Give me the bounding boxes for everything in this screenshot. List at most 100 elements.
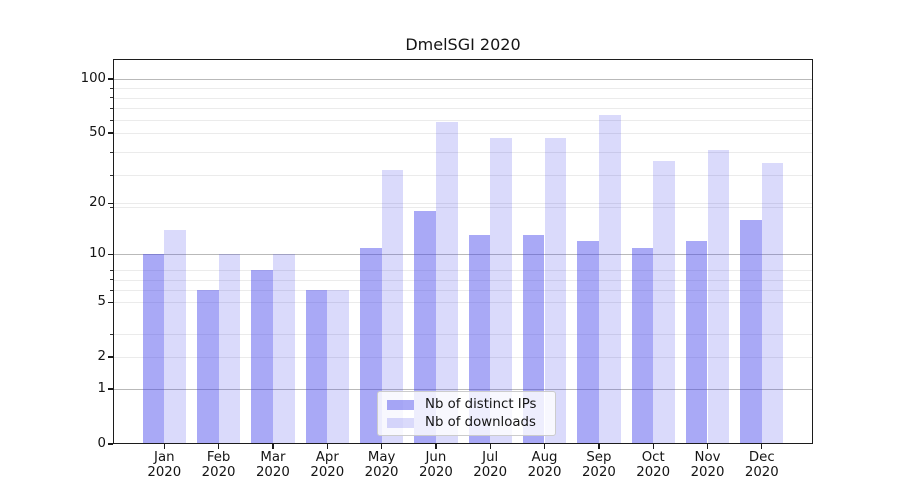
- bar-distinct-ips-apr: [305, 290, 328, 444]
- x-label-year-jan: 2020: [147, 464, 182, 480]
- x-tick-label-apr: Apr 2020: [300, 450, 354, 480]
- x-tick-nov: [706, 444, 709, 449]
- y-tick-2: [108, 356, 113, 358]
- x-tick-label-aug: Aug 2020: [518, 450, 572, 480]
- x-tick-label-feb: Feb 2020: [192, 450, 246, 480]
- x-tick-jun: [435, 444, 437, 449]
- x-tick-dec: [761, 444, 763, 449]
- gridline-y-minor-7: [114, 279, 812, 281]
- legend-swatch-distinct-ips-icon: [387, 399, 414, 410]
- gridline-y-1: [114, 389, 812, 391]
- x-label-month-jan: Jan: [154, 450, 175, 465]
- legend-item-distinct-ips: Nb of distinct IPs: [387, 397, 555, 412]
- chart-title: DmelSGI 2020: [405, 35, 521, 54]
- x-label-month-jun: Jun: [425, 450, 447, 465]
- x-label-year-may: 2020: [364, 464, 399, 480]
- x-label-year-aug: 2020: [527, 464, 562, 480]
- x-tick-label-jul: Jul 2020: [463, 450, 517, 480]
- bar-downloads-nov: [707, 150, 730, 444]
- bar-distinct-ips-mar: [251, 270, 273, 444]
- y-tick-1: [108, 388, 113, 390]
- x-tick-jul: [489, 444, 491, 449]
- y-tick-20: [108, 202, 113, 204]
- x-tick-label-oct: Oct 2020: [626, 450, 680, 480]
- y-tick-minor-3: [110, 333, 113, 335]
- gridline-y-10: [114, 254, 812, 256]
- gridline-y-minor-59: [114, 120, 812, 122]
- x-label-year-feb: 2020: [201, 464, 236, 480]
- y-tick-label-5: 5: [97, 294, 106, 310]
- y-tick-minor-79: [110, 97, 113, 98]
- y-tick-label-10: 10: [89, 246, 106, 262]
- y-tick-label-100: 100: [80, 71, 106, 87]
- x-label-year-sep: 2020: [581, 464, 616, 480]
- legend-label-distinct-ips: Nb of distinct IPs: [425, 397, 537, 412]
- x-label-year-jun: 2020: [418, 464, 453, 480]
- x-label-month-nov: Nov: [694, 450, 721, 465]
- legend-label-downloads: Nb of downloads: [425, 415, 536, 430]
- y-tick-0: [108, 443, 113, 445]
- x-label-year-mar: 2020: [255, 464, 290, 480]
- x-label-month-oct: Oct: [641, 450, 665, 465]
- legend-swatch-downloads-icon: [387, 417, 414, 428]
- x-tick-label-nov: Nov 2020: [681, 450, 735, 480]
- x-tick-oct: [652, 444, 654, 449]
- bar-downloads-sep: [598, 115, 621, 444]
- gridline-y-2: [114, 357, 812, 359]
- x-label-month-sep: Sep: [586, 450, 612, 465]
- y-tick-label-1: 1: [97, 381, 106, 397]
- x-tick-label-dec: Dec 2020: [735, 450, 789, 480]
- x-label-month-jul: Jul: [482, 450, 499, 465]
- x-label-year-oct: 2020: [636, 464, 671, 480]
- x-tick-label-mar: Mar 2020: [246, 450, 300, 480]
- gridline-y-minor-6: [114, 290, 812, 292]
- bar-distinct-ips-dec: [740, 220, 762, 444]
- bar-distinct-ips-jan: [142, 254, 165, 444]
- x-label-month-apr: Apr: [315, 450, 339, 465]
- x-tick-apr: [326, 444, 328, 449]
- gridline-y-minor-8: [114, 270, 812, 272]
- x-label-month-feb: Feb: [206, 450, 231, 465]
- bar-downloads-oct: [653, 160, 675, 444]
- x-label-year-apr: 2020: [310, 464, 345, 480]
- y-tick-minor-39: [110, 151, 113, 153]
- bar-downloads-jan: [164, 229, 186, 444]
- bar-distinct-ips-oct: [631, 247, 654, 444]
- gridline-y-50: [114, 133, 812, 135]
- x-label-month-may: May: [367, 450, 396, 465]
- x-tick-feb: [217, 444, 220, 449]
- y-tick-minor-69: [110, 107, 113, 109]
- x-label-year-dec: 2020: [744, 464, 779, 480]
- bar-downloads-apr: [327, 290, 349, 444]
- x-label-month-aug: Aug: [531, 450, 558, 465]
- gridline-y-minor-69: [114, 108, 812, 110]
- gridline-y-5: [114, 302, 812, 304]
- x-tick-mar: [272, 444, 274, 449]
- y-tick-50: [108, 132, 113, 134]
- y-tick-minor-6: [110, 289, 113, 291]
- y-tick-minor-8: [110, 269, 113, 271]
- gridline-y-minor-39: [114, 152, 812, 154]
- bar-distinct-ips-jun: [414, 211, 436, 444]
- y-tick-minor-7: [110, 279, 113, 280]
- x-label-year-jul: 2020: [473, 464, 508, 480]
- legend: Nb of distinct IPs Nb of downloads: [377, 391, 556, 436]
- bar-downloads-jun: [435, 121, 458, 444]
- x-label-year-nov: 2020: [690, 464, 725, 480]
- gridline-y-minor-29: [114, 175, 812, 177]
- y-tick-label-2: 2: [97, 349, 106, 365]
- x-tick-label-may: May 2020: [355, 450, 409, 480]
- gridline-y-minor-79: [114, 97, 812, 99]
- gridline-y-minor-3: [114, 334, 812, 336]
- y-tick-minor-59: [110, 119, 113, 121]
- bar-downloads-aug: [544, 137, 567, 444]
- gridline-y-minor-19: [114, 207, 812, 209]
- x-tick-label-sep: Sep 2020: [572, 450, 626, 480]
- y-tick-label-20: 20: [89, 195, 106, 211]
- x-tick-sep: [598, 444, 600, 449]
- legend-item-downloads: Nb of downloads: [387, 415, 555, 430]
- y-tick-label-0: 0: [97, 435, 106, 451]
- y-tick-minor-29: [110, 174, 113, 176]
- y-tick-minor-89: [110, 87, 113, 89]
